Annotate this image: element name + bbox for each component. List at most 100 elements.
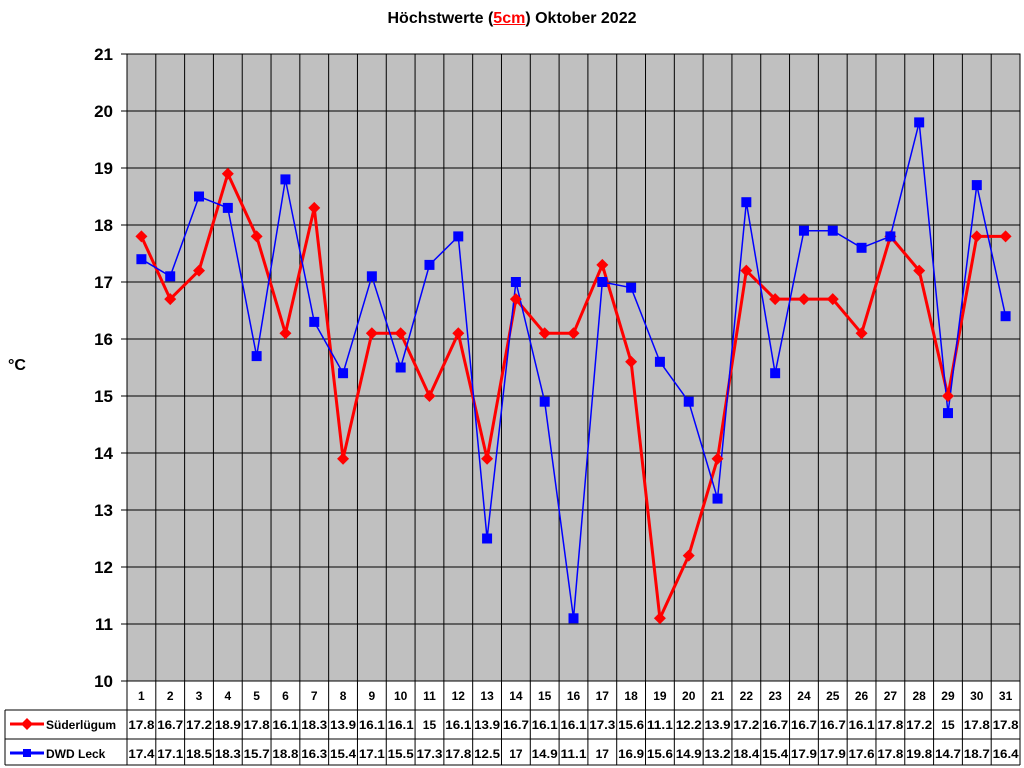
data-point-dwd-leck <box>971 180 982 191</box>
data-point-dwd-leck <box>222 202 233 213</box>
table-cell: 16.7 <box>503 718 529 732</box>
data-point-suderlugum <box>337 452 350 465</box>
table-cell: 17.8 <box>877 747 903 761</box>
table-cell: 18.3 <box>301 718 327 732</box>
data-point-suderlugum <box>941 390 954 402</box>
x-tick-label: 9 <box>369 689 376 703</box>
data-point-suderlugum <box>567 327 580 340</box>
data-point-suderlugum <box>999 230 1012 243</box>
data-point-dwd-leck <box>1000 311 1011 322</box>
table-cell: 11.1 <box>561 747 587 761</box>
table-cell: 17.8 <box>128 718 154 732</box>
x-tick-label: 27 <box>884 689 898 703</box>
data-point-dwd-leck <box>770 368 781 379</box>
table-cell: 17.1 <box>157 747 183 761</box>
plot-area <box>126 53 1021 682</box>
y-tick-label: 10 <box>94 672 113 691</box>
table-cell: 17.3 <box>589 718 615 732</box>
data-point-dwd-leck <box>165 271 176 282</box>
x-tick-label: 11 <box>423 689 436 703</box>
table-cell: 16.1 <box>359 718 385 732</box>
table-cell: 17.8 <box>244 718 270 732</box>
data-point-dwd-leck <box>683 396 694 407</box>
table-cell: 17.8 <box>445 747 471 761</box>
table-cell: 17.3 <box>416 747 442 761</box>
data-point-suderlugum <box>135 230 148 243</box>
table-cell: 17.2 <box>733 718 759 732</box>
data-point-suderlugum <box>797 293 810 306</box>
table-cell: 18.4 <box>733 747 759 761</box>
table-cell: 15 <box>423 718 437 732</box>
x-tick-label: 5 <box>253 689 260 703</box>
x-tick-label: 3 <box>196 689 203 703</box>
table-cell: 16.1 <box>445 718 471 732</box>
x-tick-label: 25 <box>826 689 840 703</box>
x-tick-label: 30 <box>970 689 984 703</box>
table-cell: 17.8 <box>964 718 990 732</box>
data-point-suderlugum <box>394 327 407 340</box>
data-point-suderlugum <box>365 327 378 340</box>
y-tick-label: 11 <box>95 615 113 634</box>
chart-title: Höchstwerte (5cm) Oktober 2022 <box>0 10 1024 28</box>
data-point-dwd-leck <box>136 254 147 265</box>
data-point-suderlugum <box>596 258 609 271</box>
x-tick-label: 1 <box>138 689 145 703</box>
x-tick-label: 4 <box>224 689 231 703</box>
table-cell: 18.9 <box>215 718 241 732</box>
legend-label: DWD Leck <box>46 747 106 761</box>
data-point-suderlugum <box>653 612 666 625</box>
table-cell: 11.1 <box>647 718 673 732</box>
data-point-suderlugum <box>682 549 695 562</box>
x-tick-label: 12 <box>452 689 466 703</box>
data-point-dwd-leck <box>424 259 435 270</box>
x-tick-label: 2 <box>167 689 174 703</box>
table-cell: 15.4 <box>762 747 788 761</box>
x-tick-label: 31 <box>999 689 1013 703</box>
table-cell: 13.9 <box>474 718 500 732</box>
y-tick-label: 15 <box>94 387 113 406</box>
table-cell: 16.7 <box>791 718 817 732</box>
table-cell: 16.3 <box>301 747 327 761</box>
data-point-dwd-leck <box>827 225 838 236</box>
table-cell: 17.9 <box>820 747 846 761</box>
x-tick-label: 23 <box>768 689 782 703</box>
data-point-dwd-leck <box>251 351 262 362</box>
data-point-suderlugum <box>625 355 638 368</box>
data-point-dwd-leck <box>914 117 925 128</box>
x-tick-label: 13 <box>480 689 494 703</box>
data-point-suderlugum <box>423 390 436 402</box>
data-point-dwd-leck <box>942 408 953 419</box>
legend-marker-square <box>23 749 31 757</box>
data-point-dwd-leck <box>309 316 320 327</box>
title-text-end: ) Oktober 2022 <box>525 10 637 27</box>
y-tick-label: 14 <box>94 444 113 463</box>
title-text: Höchstwerte ( <box>387 10 494 27</box>
data-point-dwd-leck <box>395 362 406 373</box>
x-tick-label: 22 <box>740 689 754 703</box>
table-cell: 17 <box>596 747 610 761</box>
table-cell: 17 <box>509 747 523 761</box>
table-cell: 15 <box>941 718 955 732</box>
table-cell: 17.9 <box>791 747 817 761</box>
table-cell: 17.2 <box>186 718 212 732</box>
table-cell: 16.7 <box>762 718 788 732</box>
data-point-dwd-leck <box>510 277 521 287</box>
x-tick-label: 16 <box>567 689 581 703</box>
data-point-dwd-leck <box>741 197 752 208</box>
title-highlight: 5cm <box>493 10 526 27</box>
table-cell: 14.9 <box>676 747 702 761</box>
table-cell: 18.7 <box>964 747 990 761</box>
x-tick-label: 19 <box>653 689 667 703</box>
table-cell: 15.7 <box>244 747 270 761</box>
table-cell: 16.9 <box>618 747 644 761</box>
table-cell: 12.2 <box>676 718 702 732</box>
data-point-suderlugum <box>481 452 494 465</box>
x-tick-label: 28 <box>912 689 926 703</box>
legend-label: Süderlügum <box>46 718 116 732</box>
data-point-suderlugum <box>221 167 234 180</box>
table-cell: 16.1 <box>388 718 414 732</box>
table-cell: 16.1 <box>272 718 298 732</box>
x-tick-label: 7 <box>311 689 318 703</box>
x-tick-label: 21 <box>711 689 725 703</box>
y-tick-label: 20 <box>94 102 113 121</box>
